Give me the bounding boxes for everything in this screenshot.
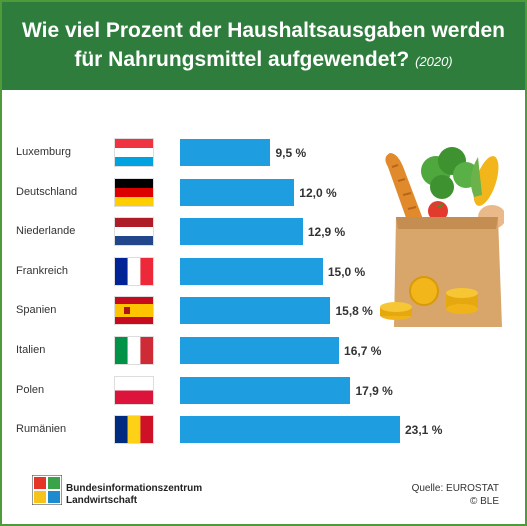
copyright-line: © BLE [469, 496, 499, 507]
bar-luxemburg [180, 139, 271, 166]
header-banner: Wie viel Prozent der Haushaltsausgaben w… [2, 2, 525, 90]
bar-spanien [180, 297, 331, 324]
org-line-1: Bundesinformationszentrum [66, 483, 203, 494]
country-label-niederlande: Niederlande [16, 225, 76, 237]
netherlands-flag-icon [115, 218, 153, 245]
bar-frankreich [180, 258, 323, 285]
bar-italien [180, 337, 340, 364]
luxembourg-flag-icon [115, 139, 153, 166]
source-line: Quelle: EUROSTAT [411, 483, 499, 494]
value-label-niederlande: 12,9 % [307, 225, 346, 239]
bar-rumaenien [180, 416, 400, 443]
poland-flag-icon [115, 377, 153, 404]
country-label-spanien: Spanien [16, 304, 57, 316]
country-label-italien: Italien [16, 344, 46, 356]
country-label-rumaenien: Rumänien [16, 423, 67, 435]
title-line-1: Wie viel Prozent der Haushaltsausgaben w… [22, 19, 505, 42]
value-label-italien: 16,7 % [344, 344, 382, 358]
germany-flag-icon [115, 179, 153, 206]
value-label-luxemburg: 9,5 % [275, 146, 307, 160]
value-label-deutschland: 12,0 % [299, 186, 337, 200]
france-flag-icon [115, 258, 153, 285]
title-line-2: für Nahrungsmittel aufgewendet? [74, 48, 410, 71]
country-label-luxemburg: Luxemburg [16, 146, 72, 158]
source-note: Quelle: EUROSTAT © BLE [412, 482, 499, 508]
spain-flag-icon [115, 297, 153, 324]
ble-logo-icon [32, 475, 62, 505]
italy-flag-icon [115, 337, 153, 364]
title-line-2-wrap: für Nahrungsmittel aufgewendet? (2020) [2, 45, 525, 76]
country-label-deutschland: Deutschland [16, 186, 78, 198]
grocery-bag-icon [380, 147, 504, 327]
organisation-name: Bundesinformationszentrum Landwirtschaft [66, 483, 202, 507]
country-label-frankreich: Frankreich [16, 265, 68, 277]
value-label-frankreich: 15,0 % [327, 265, 366, 279]
bar-polen [180, 377, 351, 404]
country-label-polen: Polen [16, 384, 45, 396]
bar-deutschland [180, 179, 295, 206]
chart-title: Wie viel Prozent der Haushaltsausgaben w… [2, 16, 525, 76]
value-label-spanien: 15,8 % [335, 304, 373, 318]
bar-niederlande [180, 218, 303, 245]
org-line-2: Landwirtschaft [66, 495, 138, 506]
romania-flag-icon [115, 416, 153, 443]
value-label-polen: 17,9 % [355, 384, 393, 398]
title-year: (2020) [415, 54, 453, 69]
value-label-rumaenien: 23,1 % [405, 423, 443, 437]
